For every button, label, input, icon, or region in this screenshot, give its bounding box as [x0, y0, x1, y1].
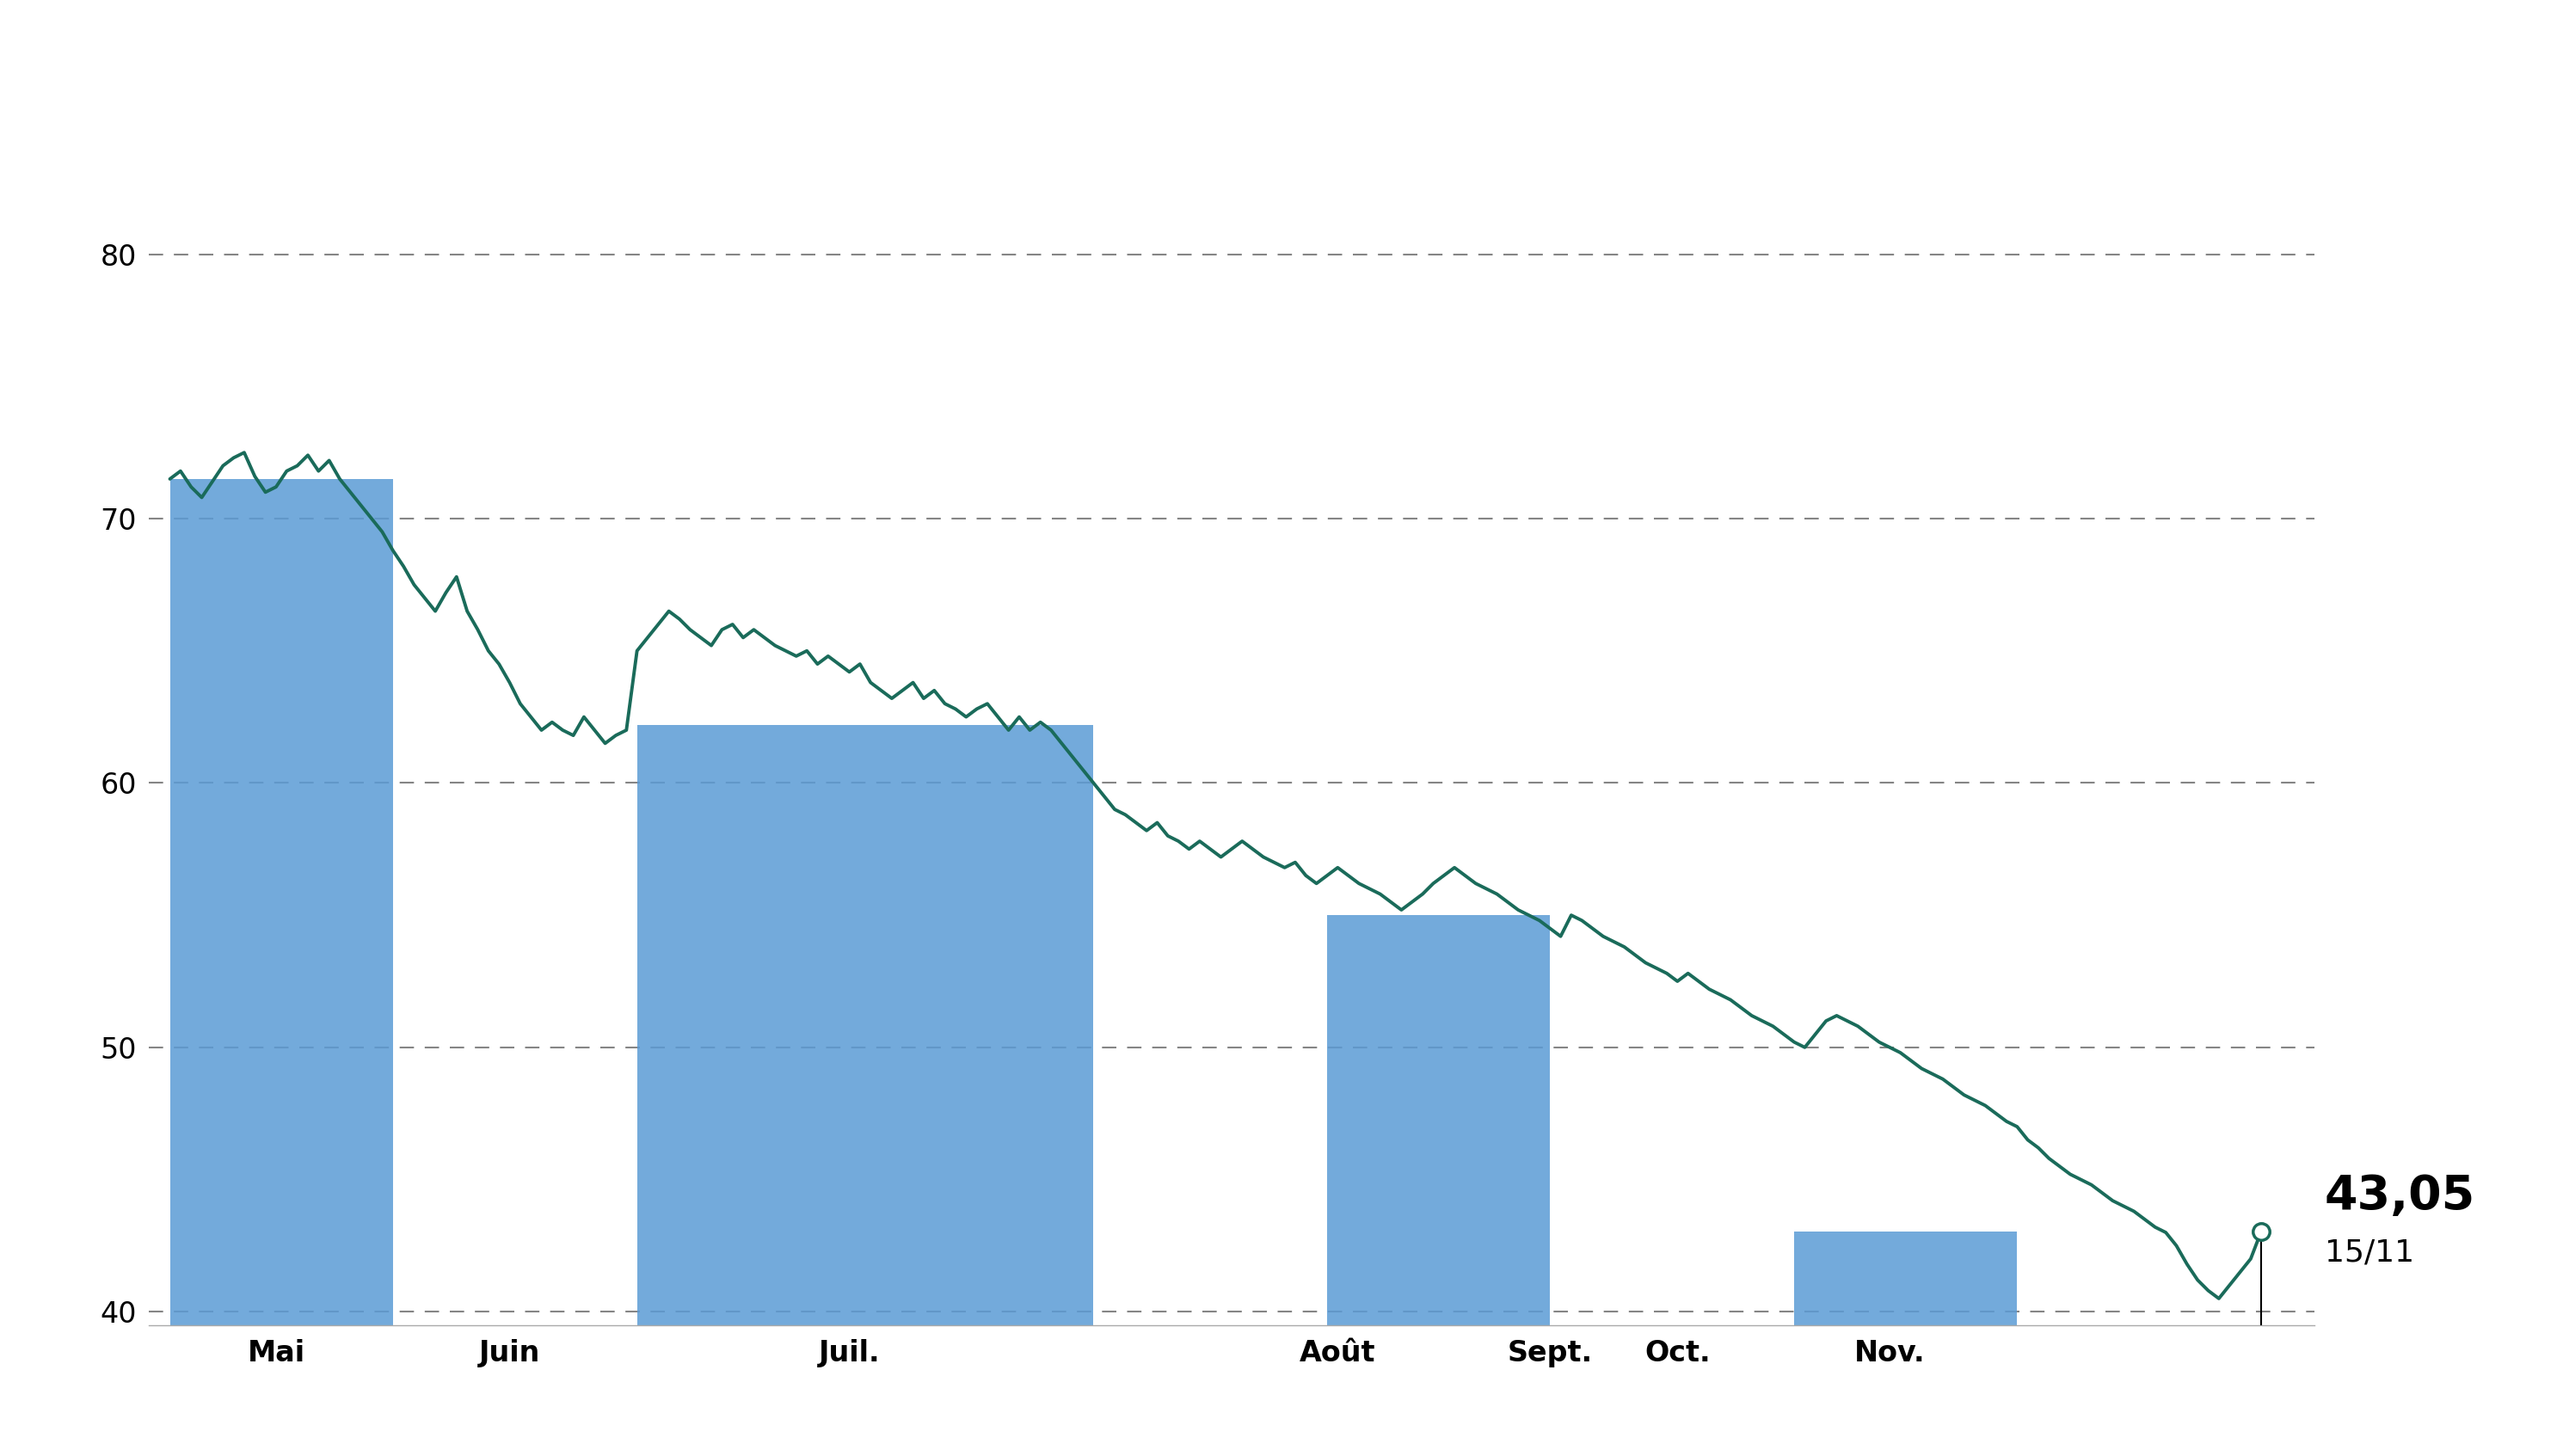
Bar: [169, 479, 392, 1325]
Bar: [1328, 916, 1551, 1325]
Bar: [638, 725, 1094, 1325]
Text: 43,05: 43,05: [2325, 1174, 2476, 1220]
Text: 15/11: 15/11: [2325, 1239, 2414, 1268]
Bar: [1794, 1232, 2017, 1325]
Text: Energiekontor AG: Energiekontor AG: [912, 16, 1651, 89]
